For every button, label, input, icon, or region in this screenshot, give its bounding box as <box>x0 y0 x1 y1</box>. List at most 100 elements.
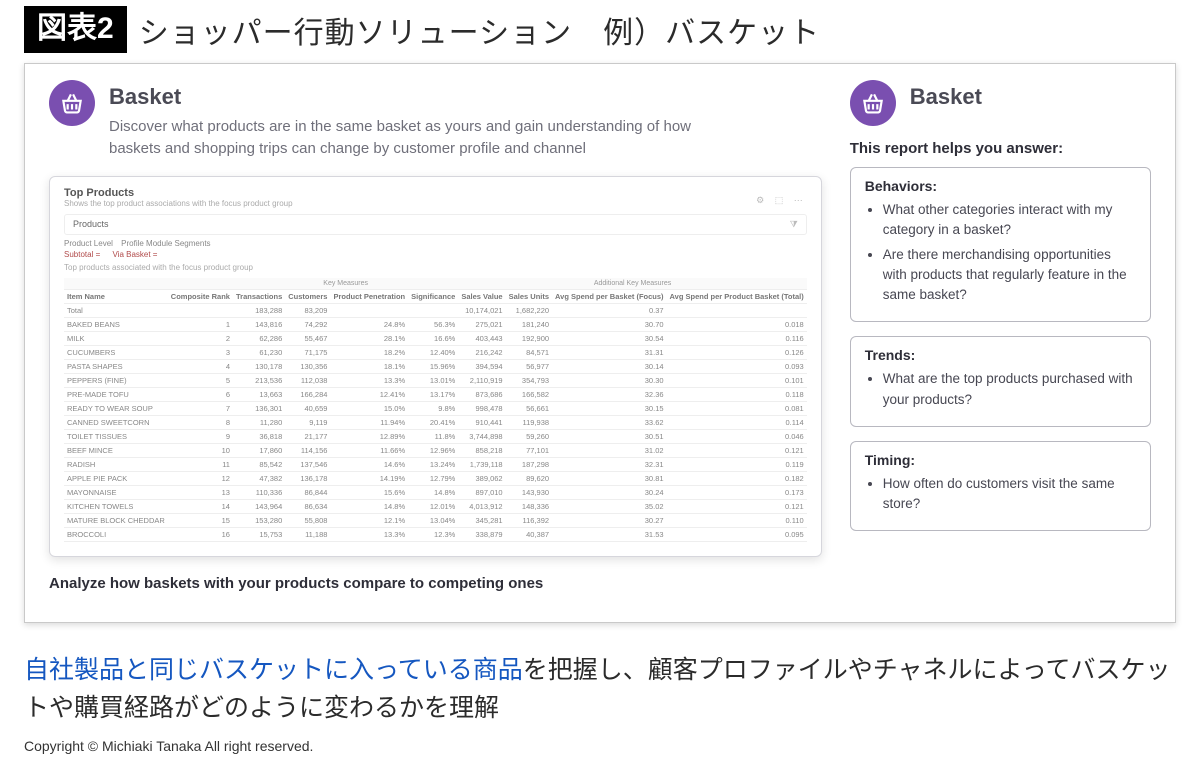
table-cell: 0.081 <box>667 401 807 415</box>
table-col-header[interactable]: Avg Spend per Product Basket (Total) <box>667 289 807 303</box>
table-cell: 15,753 <box>233 527 285 541</box>
table-row[interactable]: MAYONNAISE13110,33686,84415.6%14.8%897,0… <box>64 485 807 499</box>
table-cell: 30.15 <box>552 401 667 415</box>
table-col-header[interactable]: Sales Units <box>506 289 552 303</box>
table-cell: 56,661 <box>506 401 552 415</box>
table-row[interactable]: PASTA SHAPES4130,178130,35618.1%15.96%39… <box>64 359 807 373</box>
table-cell: PASTA SHAPES <box>64 359 168 373</box>
table-cell: 32.31 <box>552 457 667 471</box>
left-column: Basket Discover what products are in the… <box>49 80 822 594</box>
table-cell: 0.018 <box>667 317 807 331</box>
table-cell: 24.8% <box>330 317 408 331</box>
card-actions[interactable]: ⚙ ⬚ ⋯ <box>756 195 807 206</box>
table-row[interactable]: CUCUMBERS361,23071,17518.2%12.40%216,242… <box>64 345 807 359</box>
table-cell: 30.81 <box>552 471 667 485</box>
table-cell <box>667 303 807 317</box>
table-row[interactable]: MATURE BLOCK CHEDDAR15153,28055,80812.1%… <box>64 513 807 527</box>
table-cell: 213,536 <box>233 373 285 387</box>
table-cell: 28.1% <box>330 331 408 345</box>
table-row[interactable]: PEPPERS (FINE)5213,536112,03813.3%13.01%… <box>64 373 807 387</box>
table-cell: 13 <box>168 485 233 499</box>
table-cell: 7 <box>168 401 233 415</box>
card-subtitle: Shows the top product associations with … <box>64 199 293 208</box>
table-cell: 153,280 <box>233 513 285 527</box>
table-cell: 13.24% <box>408 457 458 471</box>
table-row[interactable]: CANNED SWEETCORN811,2809,11911.94%20.41%… <box>64 415 807 429</box>
table-cell: 17,860 <box>233 443 285 457</box>
table-row[interactable]: KITCHEN TOWELS14143,96486,63414.8%12.01%… <box>64 499 807 513</box>
basket-icon <box>49 80 95 126</box>
table-cell: 9.8% <box>408 401 458 415</box>
basket-icon <box>850 80 896 126</box>
table-cell: 74,292 <box>285 317 330 331</box>
table-row[interactable]: Total183,28883,20910,174,0211,682,2200.3… <box>64 303 807 317</box>
table-cell: 16.6% <box>408 331 458 345</box>
table-row[interactable]: BEEF MINCE1017,860114,15611.66%12.96%858… <box>64 443 807 457</box>
table-cell: 59,260 <box>506 429 552 443</box>
table-cell: 345,281 <box>458 513 505 527</box>
table-cell: 14.6% <box>330 457 408 471</box>
info-box: Trends:What are the top products purchas… <box>850 336 1151 427</box>
table-cell: 11.8% <box>408 429 458 443</box>
table-row[interactable]: BAKED BEANS1143,81674,29224.8%56.3%275,0… <box>64 317 807 331</box>
table-row[interactable]: BROCCOLI1615,75311,18813.3%12.3%338,8794… <box>64 527 807 541</box>
table-cell: 13.17% <box>408 387 458 401</box>
table-cell: 1,739,118 <box>458 457 505 471</box>
table-col-header[interactable]: Product Penetration <box>330 289 408 303</box>
table-cell: 14.8% <box>330 499 408 513</box>
basket-header-left: Basket Discover what products are in the… <box>49 80 822 160</box>
table-cell: 403,443 <box>458 331 505 345</box>
table-cell: CANNED SWEETCORN <box>64 415 168 429</box>
table-row[interactable]: RADISH1185,542137,54614.6%13.24%1,739,11… <box>64 457 807 471</box>
table-col-header[interactable]: Significance <box>408 289 458 303</box>
table-row[interactable]: APPLE PIE PACK1247,382136,17814.19%12.79… <box>64 471 807 485</box>
table-cell: 216,242 <box>458 345 505 359</box>
table-cell: 136,178 <box>285 471 330 485</box>
table-cell: 998,478 <box>458 401 505 415</box>
info-box-item: What other categories interact with my c… <box>883 200 1136 241</box>
subtotal-chip[interactable]: Subtotal = <box>64 250 100 259</box>
table-cell: 11,280 <box>233 415 285 429</box>
table-cell: 112,038 <box>285 373 330 387</box>
figure-tag: 図表2 <box>24 6 127 53</box>
table-cell: 275,021 <box>458 317 505 331</box>
top-products-table: Key Measures Additional Key Measures Ite… <box>64 278 807 542</box>
table-row[interactable]: READY TO WEAR SOUP7136,30140,65915.0%9.8… <box>64 401 807 415</box>
table-cell: 31.53 <box>552 527 667 541</box>
table-cell: 15.6% <box>330 485 408 499</box>
table-cell: 0.182 <box>667 471 807 485</box>
table-cell: 12.79% <box>408 471 458 485</box>
filter-icon[interactable]: ⧩ <box>790 219 798 230</box>
table-col-header[interactable]: Sales Value <box>458 289 505 303</box>
basket-title-left: Basket <box>109 84 729 110</box>
table-cell: 116,392 <box>506 513 552 527</box>
info-box-item: What are the top products purchased with… <box>883 369 1136 410</box>
table-cell: 3 <box>168 345 233 359</box>
table-col-header[interactable]: Transactions <box>233 289 285 303</box>
table-col-header[interactable]: Item Name <box>64 289 168 303</box>
table-cell: 12 <box>168 471 233 485</box>
table-cell: RADISH <box>64 457 168 471</box>
table-cell <box>168 303 233 317</box>
table-cell: 14.19% <box>330 471 408 485</box>
table-cell: MILK <box>64 331 168 345</box>
table-cell: 83,209 <box>285 303 330 317</box>
table-col-header[interactable]: Customers <box>285 289 330 303</box>
table-cell: 4 <box>168 359 233 373</box>
products-chip[interactable]: Products <box>73 219 109 229</box>
product-level-label: Product Level <box>64 239 113 248</box>
table-row[interactable]: PRE-MADE TOFU613,663166,28412.41%13.17%8… <box>64 387 807 401</box>
table-cell: TOILET TISSUES <box>64 429 168 443</box>
via-basket-chip[interactable]: Via Basket = <box>112 250 157 259</box>
table-cell: 30.24 <box>552 485 667 499</box>
table-row[interactable]: TOILET TISSUES936,81821,17712.89%11.8%3,… <box>64 429 807 443</box>
table-cell: 47,382 <box>233 471 285 485</box>
table-cell: 0.118 <box>667 387 807 401</box>
table-cell: 9 <box>168 429 233 443</box>
table-row[interactable]: MILK262,28655,46728.1%16.6%403,443192,90… <box>64 331 807 345</box>
table-cell: 166,284 <box>285 387 330 401</box>
table-col-header[interactable]: Avg Spend per Basket (Focus) <box>552 289 667 303</box>
table-cell: 0.119 <box>667 457 807 471</box>
table-cell: 0.121 <box>667 499 807 513</box>
table-col-header[interactable]: Composite Rank <box>168 289 233 303</box>
